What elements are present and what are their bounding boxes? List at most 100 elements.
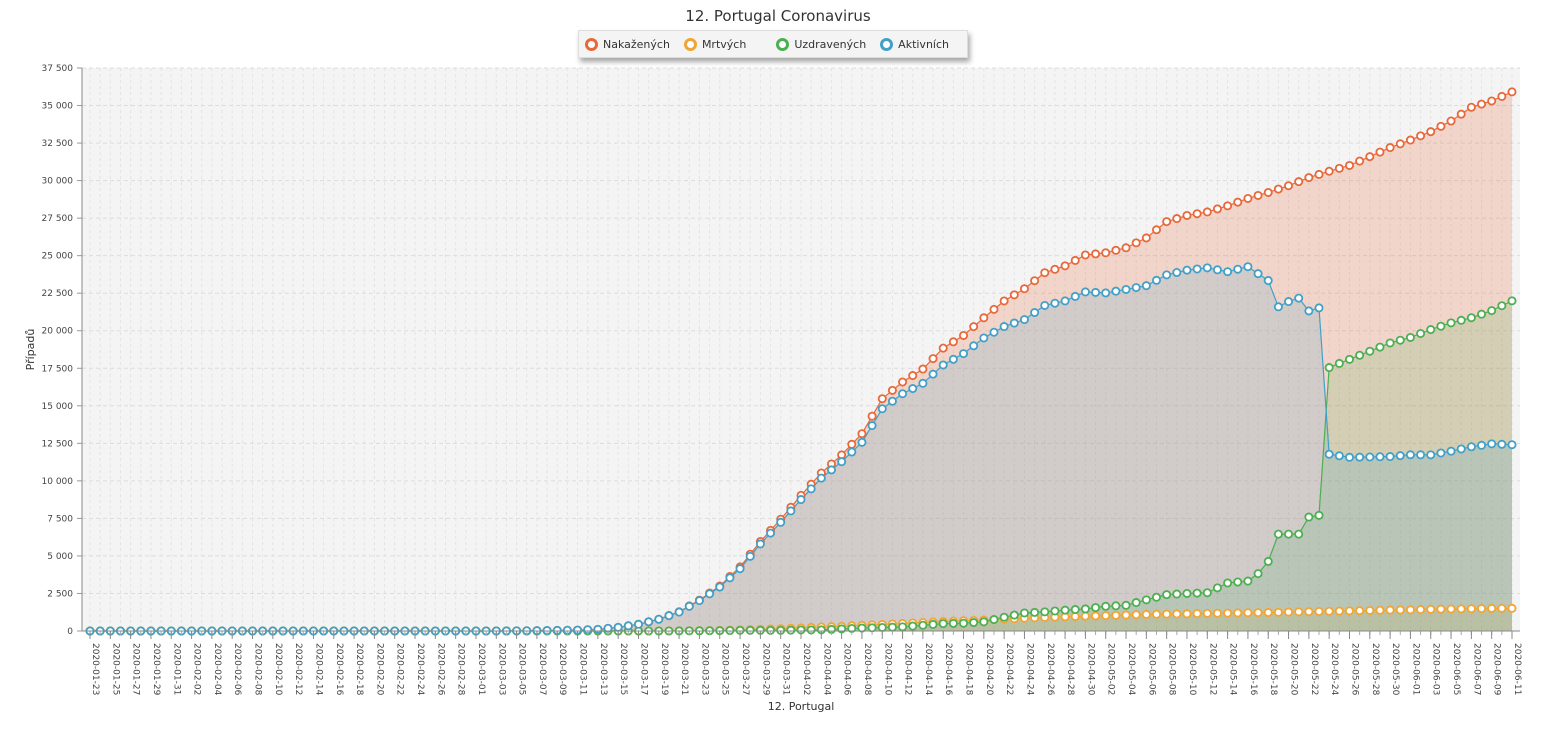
data-point[interactable]: [1223, 608, 1233, 618]
data-point[interactable]: [1456, 315, 1466, 325]
data-point[interactable]: [1202, 608, 1212, 618]
data-point[interactable]: [1385, 452, 1395, 462]
data-point[interactable]: [979, 313, 989, 323]
data-point[interactable]: [766, 528, 776, 538]
data-point[interactable]: [1243, 576, 1253, 586]
data-point[interactable]: [1426, 325, 1436, 335]
data-point[interactable]: [1182, 265, 1192, 275]
data-point[interactable]: [1365, 605, 1375, 615]
data-point[interactable]: [745, 551, 755, 561]
data-point[interactable]: [1070, 605, 1080, 615]
data-point[interactable]: [1456, 444, 1466, 454]
data-point[interactable]: [1324, 449, 1334, 459]
data-point[interactable]: [1202, 263, 1212, 273]
data-point[interactable]: [877, 623, 887, 633]
data-point[interactable]: [938, 343, 948, 353]
data-point[interactable]: [1091, 249, 1101, 259]
data-point[interactable]: [1253, 569, 1263, 579]
data-point[interactable]: [1233, 264, 1243, 274]
data-point[interactable]: [1141, 595, 1151, 605]
data-point[interactable]: [1080, 250, 1090, 260]
data-point[interactable]: [1284, 529, 1294, 539]
data-point[interactable]: [918, 378, 928, 388]
data-point[interactable]: [1172, 268, 1182, 278]
data-point[interactable]: [1375, 605, 1385, 615]
data-point[interactable]: [1344, 452, 1354, 462]
data-point[interactable]: [613, 622, 623, 632]
data-point[interactable]: [1304, 173, 1314, 183]
data-point[interactable]: [1385, 143, 1395, 153]
data-point[interactable]: [1507, 603, 1517, 613]
data-point[interactable]: [1466, 313, 1476, 323]
data-point[interactable]: [1060, 261, 1070, 271]
data-point[interactable]: [867, 623, 877, 633]
data-point[interactable]: [1050, 264, 1060, 274]
data-point[interactable]: [1172, 589, 1182, 599]
data-point[interactable]: [877, 394, 887, 404]
data-point[interactable]: [1111, 286, 1121, 296]
data-point[interactable]: [735, 564, 745, 574]
data-point[interactable]: [999, 296, 1009, 306]
data-point[interactable]: [1436, 121, 1446, 131]
data-point[interactable]: [1091, 287, 1101, 297]
data-point[interactable]: [1324, 606, 1334, 616]
data-point[interactable]: [1456, 109, 1466, 119]
data-point[interactable]: [969, 322, 979, 332]
data-point[interactable]: [1446, 318, 1456, 328]
data-point[interactable]: [1121, 243, 1131, 253]
data-point[interactable]: [1314, 510, 1324, 520]
data-point[interactable]: [928, 354, 938, 364]
data-point[interactable]: [1284, 297, 1294, 307]
data-point[interactable]: [1263, 187, 1273, 197]
data-point[interactable]: [1030, 607, 1040, 617]
data-point[interactable]: [1344, 606, 1354, 616]
data-point[interactable]: [1456, 604, 1466, 614]
data-point[interactable]: [1111, 245, 1121, 255]
data-point[interactable]: [1375, 147, 1385, 157]
data-point[interactable]: [1172, 609, 1182, 619]
data-point[interactable]: [1121, 600, 1131, 610]
data-point[interactable]: [816, 473, 826, 483]
data-point[interactable]: [918, 620, 928, 630]
data-point[interactable]: [1395, 335, 1405, 345]
data-point[interactable]: [1304, 306, 1314, 316]
data-point[interactable]: [1243, 193, 1253, 203]
data-point[interactable]: [796, 495, 806, 505]
data-point[interactable]: [1040, 300, 1050, 310]
data-point[interactable]: [806, 484, 816, 494]
data-point[interactable]: [1344, 354, 1354, 364]
data-point[interactable]: [1395, 139, 1405, 149]
data-point[interactable]: [1243, 608, 1253, 618]
data-point[interactable]: [1111, 601, 1121, 611]
data-point[interactable]: [1101, 601, 1111, 611]
data-point[interactable]: [898, 389, 908, 399]
data-point[interactable]: [1192, 264, 1202, 274]
data-point[interactable]: [918, 364, 928, 374]
data-point[interactable]: [1426, 127, 1436, 137]
data-point[interactable]: [959, 349, 969, 359]
data-point[interactable]: [1507, 296, 1517, 306]
legend-item-nakazenych[interactable]: Nakažených: [585, 37, 670, 51]
data-point[interactable]: [1355, 452, 1365, 462]
data-point[interactable]: [705, 589, 715, 599]
data-point[interactable]: [847, 439, 857, 449]
data-point[interactable]: [1273, 529, 1283, 539]
data-point[interactable]: [1060, 605, 1070, 615]
data-point[interactable]: [1080, 287, 1090, 297]
data-point[interactable]: [1477, 99, 1487, 109]
data-point[interactable]: [1426, 450, 1436, 460]
data-point[interactable]: [1233, 577, 1243, 587]
data-point[interactable]: [1253, 269, 1263, 279]
data-point[interactable]: [1405, 135, 1415, 145]
data-point[interactable]: [1477, 604, 1487, 614]
data-point[interactable]: [959, 618, 969, 628]
data-point[interactable]: [1304, 512, 1314, 522]
data-point[interactable]: [1050, 298, 1060, 308]
data-point[interactable]: [1355, 606, 1365, 616]
data-point[interactable]: [1365, 452, 1375, 462]
data-point[interactable]: [999, 322, 1009, 332]
data-point[interactable]: [1395, 451, 1405, 461]
data-point[interactable]: [1375, 452, 1385, 462]
data-point[interactable]: [1050, 606, 1060, 616]
data-point[interactable]: [1497, 439, 1507, 449]
